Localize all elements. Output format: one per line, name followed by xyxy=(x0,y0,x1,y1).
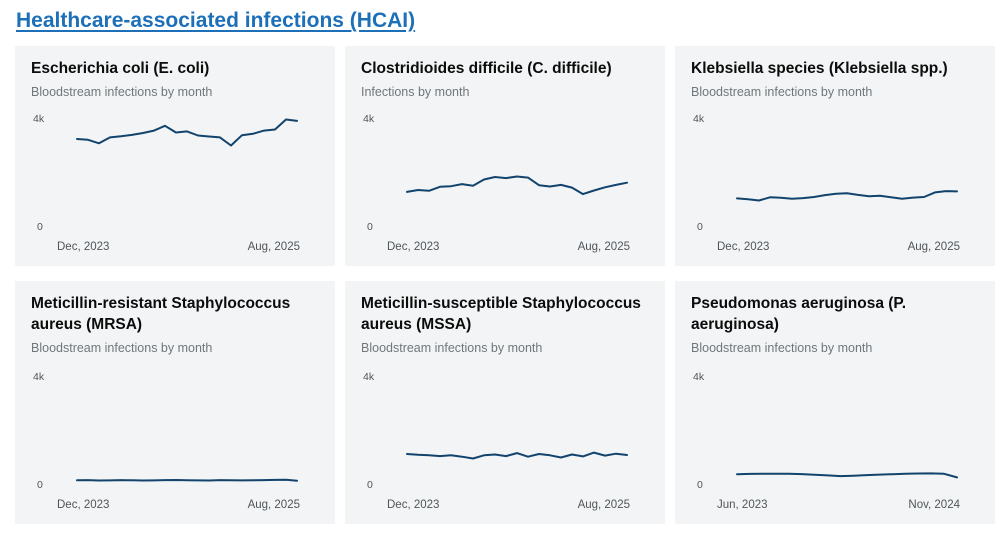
y-axis-max-label: 4k xyxy=(693,371,705,383)
chart-card-ecoli: Escherichia coli (E. coli) Bloodstream i… xyxy=(15,46,335,266)
line-chart[interactable] xyxy=(407,119,627,227)
chart-title: Pseudomonas aeruginosa (P. aeruginosa) xyxy=(691,295,907,333)
x-axis: Jun, 2023 Nov, 2024 xyxy=(675,499,995,511)
x-axis-last-label: Aug, 2025 xyxy=(577,241,630,253)
chart-card-mrsa: Meticillin-resistant Staphylococcus aure… xyxy=(15,281,335,524)
line-chart[interactable] xyxy=(737,119,957,227)
chart-card-klebsiella: Klebsiella species (Klebsiella spp.) Blo… xyxy=(675,46,995,266)
x-axis: Dec, 2023 Aug, 2025 xyxy=(15,499,335,511)
x-axis-first-label: Jun, 2023 xyxy=(717,499,768,511)
chart-plot-area: 4k 0 xyxy=(675,113,995,233)
y-axis-max-label: 4k xyxy=(33,371,45,383)
chart-subtitle: Bloodstream infections by month xyxy=(691,341,873,355)
chart-plot-area: 4k 0 xyxy=(15,113,335,233)
chart-title: Klebsiella species (Klebsiella spp.) xyxy=(691,60,948,77)
chart-title: Escherichia coli (E. coli) xyxy=(31,60,210,77)
x-axis-first-label: Dec, 2023 xyxy=(57,241,110,253)
y-axis-min-label: 0 xyxy=(367,221,373,233)
x-axis-first-label: Dec, 2023 xyxy=(717,241,770,253)
y-axis-min-label: 0 xyxy=(697,479,703,491)
chart-card-mssa: Meticillin-susceptible Staphylococcus au… xyxy=(345,281,665,524)
chart-title: Meticillin-resistant Staphylococcus aure… xyxy=(31,295,291,333)
line-chart[interactable] xyxy=(737,377,957,485)
line-chart[interactable] xyxy=(77,377,297,485)
line-chart[interactable] xyxy=(77,119,297,227)
y-axis-min-label: 0 xyxy=(367,479,373,491)
y-axis-max-label: 4k xyxy=(33,113,45,125)
y-axis-min-label: 0 xyxy=(37,221,43,233)
y-axis-min-label: 0 xyxy=(37,479,43,491)
charts-grid: Escherichia coli (E. coli) Bloodstream i… xyxy=(15,46,1000,524)
y-axis-max-label: 4k xyxy=(363,371,375,383)
chart-plot-area: 4k 0 xyxy=(675,371,995,491)
y-axis-max-label: 4k xyxy=(693,113,705,125)
chart-card-paeruginosa: Pseudomonas aeruginosa (P. aeruginosa) B… xyxy=(675,281,995,524)
chart-subtitle: Bloodstream infections by month xyxy=(31,85,213,99)
page-heading-link[interactable]: Healthcare-associated infections (HCAI) xyxy=(16,9,416,32)
x-axis-last-label: Aug, 2025 xyxy=(577,499,630,511)
chart-subtitle: Bloodstream infections by month xyxy=(31,341,213,355)
chart-plot-area: 4k 0 xyxy=(345,113,665,233)
x-axis: Dec, 2023 Aug, 2025 xyxy=(15,241,335,253)
chart-card-cdifficile: Clostridioides difficile (C. difficile) … xyxy=(345,46,665,266)
line-chart[interactable] xyxy=(407,377,627,485)
x-axis-last-label: Aug, 2025 xyxy=(247,499,300,511)
chart-title: Meticillin-susceptible Staphylococcus au… xyxy=(361,295,641,333)
x-axis-first-label: Dec, 2023 xyxy=(387,499,440,511)
x-axis: Dec, 2023 Aug, 2025 xyxy=(675,241,995,253)
y-axis-min-label: 0 xyxy=(697,221,703,233)
x-axis-last-label: Nov, 2024 xyxy=(908,499,960,511)
chart-plot-area: 4k 0 xyxy=(15,371,335,491)
x-axis: Dec, 2023 Aug, 2025 xyxy=(345,241,665,253)
y-axis-max-label: 4k xyxy=(363,113,375,125)
chart-subtitle: Bloodstream infections by month xyxy=(691,85,873,99)
chart-title: Clostridioides difficile (C. difficile) xyxy=(361,60,612,77)
x-axis: Dec, 2023 Aug, 2025 xyxy=(345,499,665,511)
x-axis-last-label: Aug, 2025 xyxy=(247,241,300,253)
chart-subtitle: Infections by month xyxy=(361,85,470,99)
x-axis-last-label: Aug, 2025 xyxy=(907,241,960,253)
chart-subtitle: Bloodstream infections by month xyxy=(361,341,543,355)
x-axis-first-label: Dec, 2023 xyxy=(387,241,440,253)
chart-plot-area: 4k 0 xyxy=(345,371,665,491)
x-axis-first-label: Dec, 2023 xyxy=(57,499,110,511)
